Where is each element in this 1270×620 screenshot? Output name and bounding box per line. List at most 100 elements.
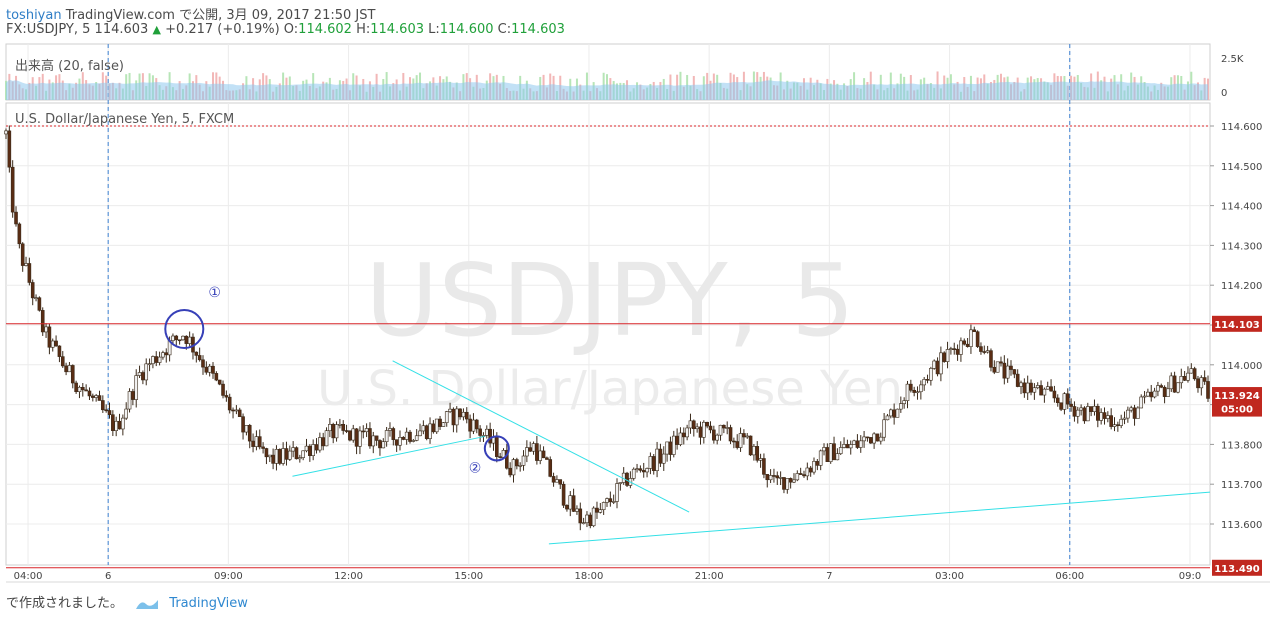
close-value: 114.603 — [511, 22, 565, 37]
candle-body — [528, 447, 533, 452]
candle-body — [1206, 381, 1210, 399]
candle-body — [114, 420, 118, 431]
candle-body — [40, 310, 45, 333]
candle-body — [47, 326, 52, 348]
price-axis-label: 114.400 — [1221, 202, 1262, 213]
candle-body — [568, 495, 573, 510]
candle-body — [1199, 377, 1204, 389]
candle-body — [231, 409, 235, 412]
candle-body — [975, 331, 980, 347]
candle-body — [842, 444, 846, 448]
candle-body — [50, 340, 55, 348]
author-link[interactable]: toshiyan — [6, 8, 62, 23]
candle-body — [1192, 368, 1197, 380]
candle-body — [775, 475, 780, 479]
candle-body — [979, 346, 983, 352]
price-axis-label: 113.800 — [1221, 440, 1262, 451]
candle-body — [348, 430, 352, 441]
candle-body — [97, 395, 102, 401]
candle-body — [762, 458, 766, 475]
candle-body — [461, 411, 466, 418]
candle-body — [394, 439, 399, 446]
candle-body — [575, 508, 579, 512]
candle-body — [885, 415, 890, 421]
candle-body — [1102, 412, 1107, 419]
candle-body — [194, 351, 199, 356]
candle-body — [227, 396, 232, 411]
candle-body — [151, 356, 155, 365]
candle-body — [778, 477, 783, 479]
candle-body — [635, 468, 639, 470]
candle-body — [1082, 407, 1087, 422]
open-label: O: — [283, 22, 299, 37]
candle-body — [164, 352, 169, 356]
candle-body — [758, 458, 763, 461]
candle-body — [84, 389, 88, 392]
candle-body — [765, 474, 770, 481]
candle-body — [962, 340, 967, 345]
candle-body — [154, 356, 159, 363]
close-label: C: — [497, 22, 512, 37]
candle-body — [1002, 362, 1007, 379]
candle-body — [942, 352, 947, 362]
candle-body — [732, 440, 736, 443]
candle-body — [1162, 386, 1167, 397]
candle-body — [354, 428, 359, 447]
candle-body — [1169, 375, 1174, 390]
candle-body — [1049, 386, 1053, 392]
candle-body — [515, 459, 519, 467]
candle-body — [267, 454, 272, 458]
candle-body — [922, 379, 926, 386]
candle-body — [1126, 409, 1130, 419]
high-label: H: — [356, 22, 371, 37]
candle-body — [391, 428, 396, 440]
candle-body — [311, 444, 315, 456]
candle-body — [1079, 407, 1083, 411]
candle-body — [1062, 393, 1067, 410]
candle-body — [187, 336, 192, 344]
candle-body — [698, 426, 703, 438]
price-axis-label: 114.500 — [1221, 162, 1262, 173]
candle-body — [862, 436, 866, 442]
level-price-tag: 113.490 — [1214, 564, 1260, 575]
high-value: 114.603 — [370, 22, 424, 37]
tradingview-logo-icon — [136, 599, 159, 609]
current-price-tag: 113.924 — [1214, 391, 1260, 402]
candle-body — [1059, 402, 1063, 410]
candle-body — [1089, 406, 1093, 412]
candle-body — [952, 348, 957, 350]
candle-body — [608, 498, 613, 503]
candle-body — [611, 501, 616, 503]
candle-body — [919, 384, 923, 393]
candle-body — [1186, 372, 1190, 381]
candle-body — [1172, 375, 1177, 393]
brand-link[interactable]: TradingView — [169, 596, 248, 611]
candle-body — [521, 455, 526, 466]
candle-body — [1112, 424, 1117, 427]
candle-body — [1005, 365, 1010, 379]
candle-body — [949, 348, 953, 350]
candle-body — [638, 468, 643, 471]
trend-line-support-2 — [548, 491, 1211, 545]
time-axis-label: 12:00 — [334, 571, 363, 582]
candle-body — [14, 211, 18, 225]
candle-body — [67, 365, 72, 373]
candle-body — [825, 447, 830, 462]
candle-body — [7, 130, 12, 168]
candle-body — [1182, 376, 1187, 381]
annotation-circle-2 — [483, 435, 510, 462]
candle-body — [722, 424, 726, 429]
candle-body — [1096, 405, 1100, 421]
candle-body — [1129, 407, 1134, 411]
candle-body — [868, 437, 873, 444]
candle-body — [558, 479, 563, 485]
candle-body — [1069, 403, 1073, 407]
candle-body — [247, 425, 252, 442]
time-axis-label: 6 — [105, 571, 111, 582]
candle-body — [414, 435, 419, 441]
candle-body — [464, 411, 469, 420]
candle-body — [1176, 382, 1180, 393]
up-arrow-icon: ▲ — [152, 23, 161, 36]
candle-body — [838, 447, 843, 454]
candle-body — [875, 433, 880, 442]
